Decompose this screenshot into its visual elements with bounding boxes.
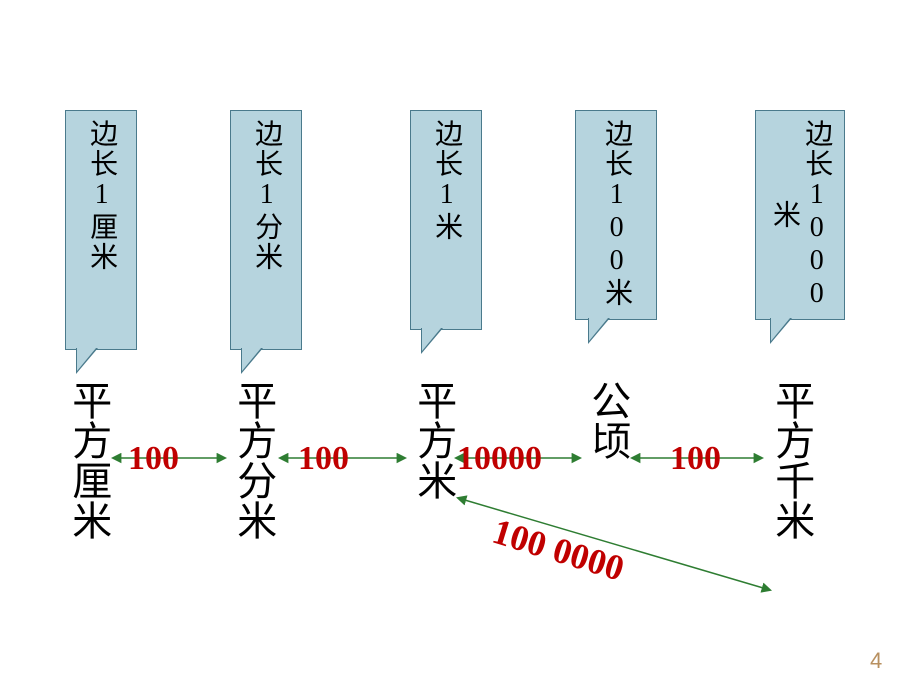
callout-text-2: 边长1米 <box>430 119 462 242</box>
page-number: 4 <box>870 648 882 674</box>
unit-label-4: 平方千米 <box>770 380 813 540</box>
callout-text-3: 边长100米 <box>600 119 632 308</box>
conversion-factor-2: 10000 <box>457 440 542 478</box>
conversion-factor-3: 100 <box>670 440 721 478</box>
unit-label-1: 平方分米 <box>232 380 275 540</box>
callout-text-0: 边长1厘米 <box>85 119 117 272</box>
conversion-factor-1: 100 <box>298 440 349 478</box>
unit-label-3: 公顷 <box>586 380 629 460</box>
unit-label-2: 平方米 <box>412 380 455 500</box>
callout-text-4: 边长1000米 <box>768 119 832 311</box>
unit-label-0: 平方厘米 <box>67 380 110 540</box>
callout-0: 边长1厘米 <box>65 110 137 350</box>
callout-1: 边长1分米 <box>230 110 302 350</box>
conversion-factor-0: 100 <box>128 440 179 478</box>
arrows-layer <box>0 0 920 690</box>
conversion-factor-4: 100 0000 <box>488 510 629 590</box>
callout-text-1: 边长1分米 <box>250 119 282 272</box>
callout-2: 边长1米 <box>410 110 482 330</box>
callout-4: 边长1000米 <box>755 110 845 320</box>
callout-3: 边长100米 <box>575 110 657 320</box>
